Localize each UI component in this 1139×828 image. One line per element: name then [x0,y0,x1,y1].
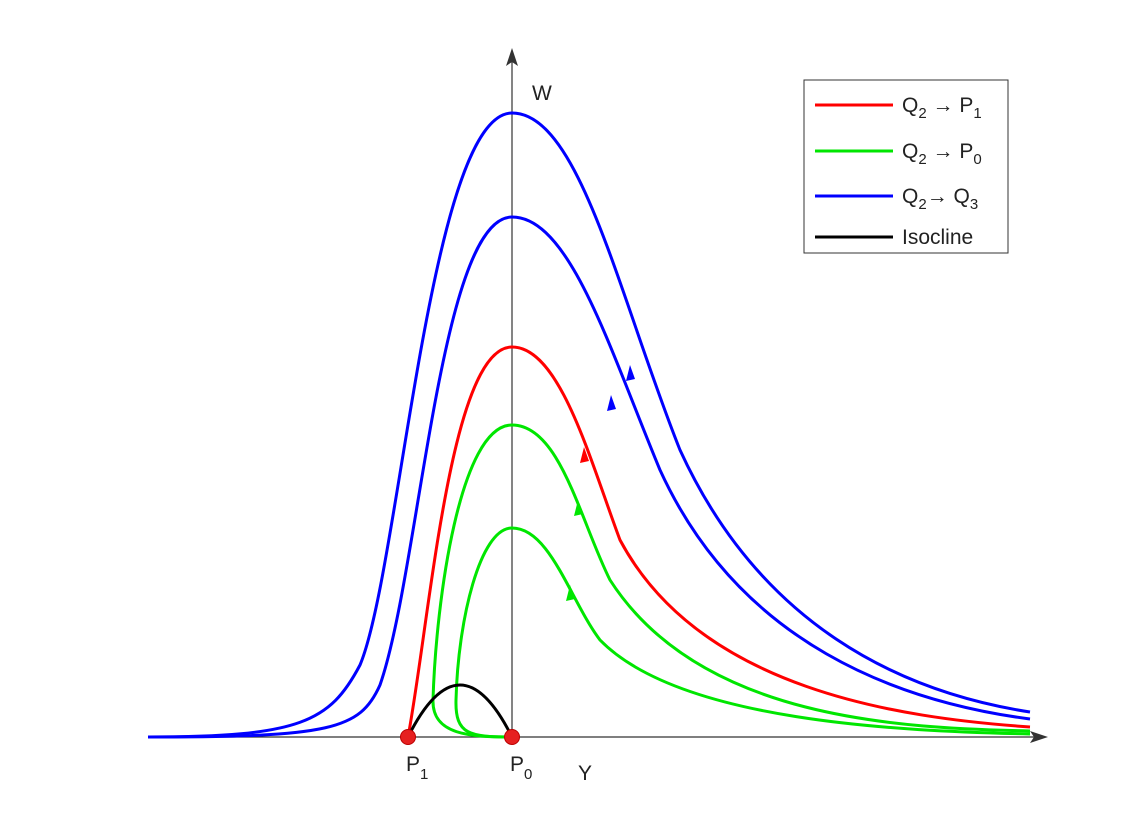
legend-label: Q2 → P0 [902,140,982,168]
legend-text: Q [902,185,918,208]
legend-sub: 0 [973,151,981,168]
trajectory [454,526,1031,739]
legend-label: Q2 → P1 [902,94,982,122]
legend-sub: 2 [918,105,926,122]
equilibrium-point [504,729,520,745]
direction-arrow [626,365,635,381]
y-axis-label: W [532,82,552,105]
point-label: P0 [510,753,532,783]
point-sub: 0 [524,766,532,783]
point-sub: 1 [420,766,428,783]
point-name: P [510,753,524,776]
legend-text: Q [902,94,918,117]
direction-arrow [566,585,575,601]
x-axis-label: Y [578,762,592,785]
direction-arrow [607,395,616,411]
trajectory [147,111,1031,739]
trajectory [406,345,1031,738]
y-axis-arrow [506,48,518,66]
x-axis-arrow [1030,731,1048,743]
legend-sub: 2 [918,196,926,213]
direction-arrow [580,447,589,463]
trajectory [147,215,1031,739]
legend-sub: 3 [970,196,978,213]
legend-text: → P [927,140,974,163]
legend-text: → P [927,94,974,117]
point-label: P1 [406,753,428,783]
legend-text: → Q [927,185,970,208]
legend-sub: 2 [918,151,926,168]
legend-box [803,79,1009,254]
direction-arrow [574,500,583,516]
legend-sub: 1 [973,105,981,122]
legend-text: Isocline [902,226,973,249]
isocline [406,683,514,738]
legend-label: Isocline [902,226,973,249]
legend-label: Q2→ Q3 [902,185,978,213]
equilibrium-point [400,729,416,745]
legend-text: Q [902,140,918,163]
point-name: P [406,753,420,776]
